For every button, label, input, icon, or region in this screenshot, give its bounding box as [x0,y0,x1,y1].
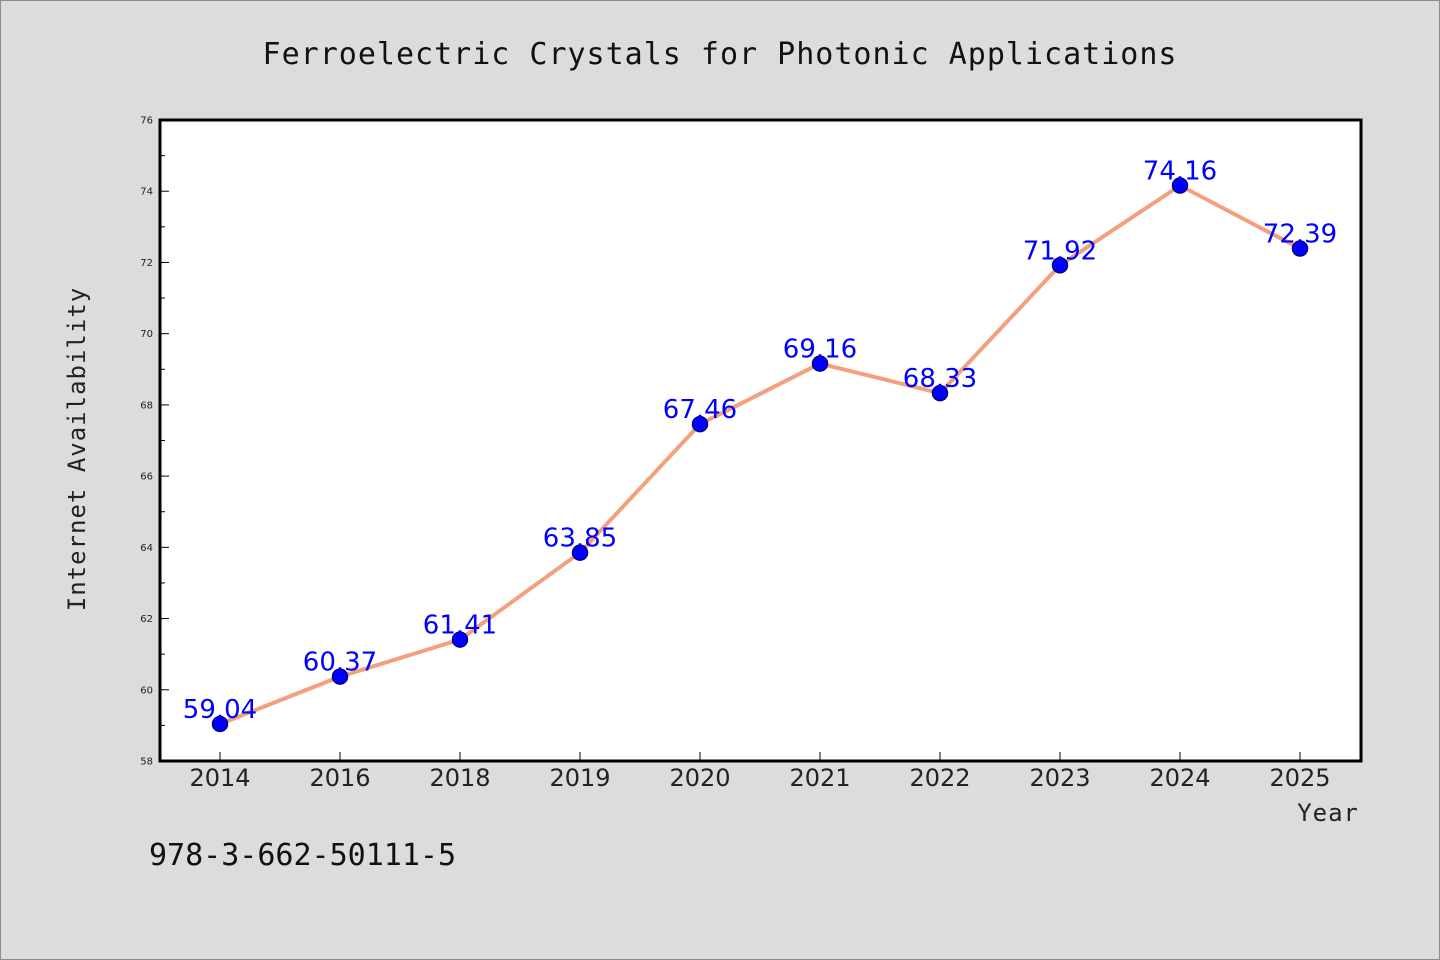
data-label: 72.39 [1263,220,1337,250]
data-point [211,715,229,733]
x-tick-label: 2023 [1029,764,1090,792]
data-label: 68.33 [903,364,977,394]
data-point [1171,177,1189,194]
data-label: 59.04 [183,695,257,725]
x-tick-label: 2024 [1149,764,1210,792]
plot-frame [158,118,1363,763]
x-axis-label: Year [1297,799,1359,827]
data-label: 60.37 [303,648,377,678]
data-label: 74.16 [1143,157,1217,187]
isbn-label: 978-3-662-50111-5 [149,838,456,873]
x-axis-ticks: 2014 2016 2018 2019 2020 2021 2022 2023 2024 2025 [189,752,1331,792]
data-point [1051,257,1069,274]
y-tick-label: 74 [140,187,153,198]
y-tick-label: 76 [140,116,153,127]
x-tick-label: 2018 [429,764,490,792]
data-label: 61.41 [423,611,497,641]
x-tick-label: 2016 [309,764,370,792]
data-label: 71.92 [1023,236,1097,266]
y-tick-label: 70 [140,329,153,340]
data-label: 69.16 [783,335,857,365]
data-point [811,355,829,372]
y-tick-label: 60 [140,685,153,696]
data-label: 63.85 [543,524,617,554]
series-layer: 59.04 60.37 61.41 63.85 67.46 69.16 68.33 71.92… [183,157,1337,733]
data-point [451,631,469,648]
x-tick-label: 2025 [1269,764,1330,792]
y-tick-label: 62 [140,614,153,625]
data-point [691,415,709,433]
data-point [571,544,589,561]
series-line [218,183,1302,726]
y-tick-label: 68 [140,400,153,411]
y-tick-label: 64 [140,543,153,554]
x-tick-label: 2020 [669,764,730,792]
y-axis-label: Internet Availability [63,287,91,611]
y-tick-label: 66 [140,472,153,483]
plot-area [160,120,1361,761]
x-tick-label: 2021 [789,764,850,792]
x-tick-label: 2022 [909,764,970,792]
data-point [331,668,349,685]
x-tick-label: 2014 [189,764,250,792]
chart-title: Ferroelectric Crystals for Photonic Appl… [263,37,1178,72]
data-point [1291,240,1309,257]
y-tick-label: 58 [140,757,153,768]
data-label: 67.46 [663,395,737,425]
data-point [931,384,949,402]
x-tick-label: 2019 [549,764,610,792]
y-tick-label: 72 [140,258,153,269]
